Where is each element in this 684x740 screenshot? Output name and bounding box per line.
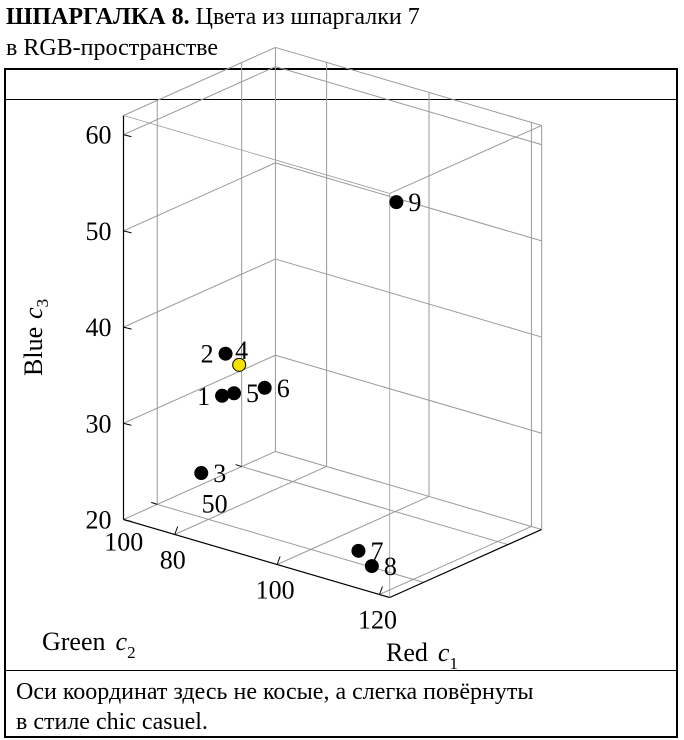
grid-line-red-floor [174,466,327,535]
blue-tick-mark [123,519,132,522]
grid-line-blue-back [275,354,542,434]
tick-labels: 20 30 40 50 60 80 100 120 50 100 [86,121,398,635]
point-label-8: 8 [384,552,397,581]
data-point-3 [194,466,209,481]
caption-line-2: в стиле chic casuel. [16,709,208,735]
red-axis-label: Red c1 [386,638,458,673]
data-point-4 [232,357,247,372]
caption-box: Оси координат здесь не косые, а слегка п… [4,670,678,738]
point-label-9: 9 [408,188,421,217]
axis-lines [122,46,543,599]
heading-number: ШПАРГАЛКА 8. [6,4,190,30]
blue-tick-label: 50 [86,217,112,246]
point-label-6: 6 [277,374,290,403]
red-tick-label: 80 [160,546,186,575]
grid-line-green-floor [241,466,509,546]
red-tick-label: 120 [358,606,397,635]
point-label-7: 7 [370,537,383,566]
blue-tick-label: 20 [86,506,112,535]
data-point-1 [215,388,230,403]
blue-tick-label: 60 [86,121,112,150]
grid-line-blue-side [123,451,276,520]
blue-tick-mark [123,422,132,426]
green-tick-label: 100 [104,527,143,556]
top-right-edge-line [389,124,542,194]
grid-line-blue-side [123,162,276,232]
top-back-edge-line [275,46,542,126]
chart-heading: ШПАРГАЛКА 8. Цвета из шпаргалки 7 в RGB-… [6,2,676,64]
red-tick-mark [276,556,281,565]
heading-title: Цвета из шпаргалки 7 [189,4,420,30]
point-label-1: 1 [197,382,210,411]
grid-line-red-floor [379,526,532,595]
data-point-6 [257,380,272,395]
grid-line-red-floor [276,496,430,565]
grid-line-blue-side [123,66,276,136]
blue-tick-mark [123,134,132,138]
axis-labels: Bluec3 Green c2 Red c1 [19,299,458,673]
blue-tick-label: 30 [86,409,112,438]
floor-edge-line [389,528,542,599]
point-label-2: 2 [201,340,214,369]
grid-line-blue-side [123,258,276,328]
grid-line-blue-side [123,354,276,424]
data-point-9 [389,195,404,210]
top-side-edge-line [123,46,276,116]
heading-subtitle: в RGB-пространстве [6,35,219,61]
blue-axis-label: Bluec3 [19,299,52,376]
data-point-5 [227,386,242,401]
grid-lines [123,62,542,595]
caption-line-1: Оси координат здесь не косые, а слегка п… [16,679,534,705]
point-label-4: 4 [235,336,248,365]
point-label-5: 5 [246,379,259,408]
data-point-2 [218,346,233,361]
grid-line-blue-back [275,450,542,530]
red-tick-label: 100 [256,576,295,605]
grid-line-blue-back [275,162,542,242]
top-front-edge-line [123,115,390,194]
red-axis-line [123,518,390,599]
green-tick-label: 50 [202,490,228,519]
blue-tick-mark [123,326,132,330]
point-label-3: 3 [213,459,226,488]
blue-tick-mark [123,230,132,234]
grid-line-blue-back [275,66,542,146]
green-tick-mark [151,501,158,505]
green-tick-mark [235,464,242,468]
blue-tick-label: 40 [86,313,112,342]
data-point-7 [351,543,366,558]
red-tick-mark [174,526,179,535]
green-axis-label: Green c2 [42,627,136,662]
frame-header-strip [4,68,678,100]
grid-line-green-floor [157,503,424,583]
red-tick-mark [379,586,383,595]
grid-line-blue-back [275,258,542,338]
frame-chart-area [4,99,678,671]
data-point-8 [364,559,379,574]
